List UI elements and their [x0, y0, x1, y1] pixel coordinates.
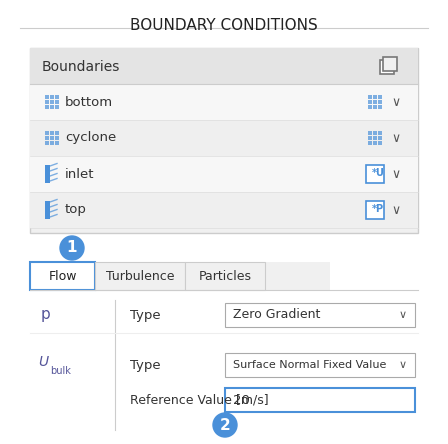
Bar	[225, 353, 415, 377]
Bar	[383, 57, 397, 71]
Text: ∨: ∨	[392, 95, 401, 108]
Bar	[45, 141, 48, 145]
Bar	[373, 141, 376, 145]
Text: bottom: bottom	[65, 95, 113, 108]
Bar	[50, 136, 53, 140]
Bar	[55, 105, 59, 109]
Bar	[50, 95, 53, 99]
Bar	[30, 156, 418, 192]
Text: top: top	[65, 203, 87, 217]
Text: ∨: ∨	[399, 360, 407, 370]
Bar	[225, 388, 415, 412]
Text: Surface Normal Fixed Value: Surface Normal Fixed Value	[233, 360, 386, 370]
Bar	[45, 165, 50, 183]
Text: U: U	[38, 355, 48, 369]
Bar	[225, 303, 415, 327]
Bar	[50, 141, 53, 145]
Text: 20: 20	[233, 393, 250, 407]
Text: Type: Type	[130, 309, 161, 321]
Bar	[373, 105, 376, 109]
Bar	[95, 262, 185, 290]
Text: Zero Gradient: Zero Gradient	[233, 309, 320, 321]
Bar	[55, 131, 59, 135]
Bar	[45, 131, 48, 135]
Bar	[378, 105, 382, 109]
FancyBboxPatch shape	[30, 48, 418, 233]
Bar	[30, 192, 418, 228]
Bar	[373, 100, 376, 104]
Bar	[378, 136, 382, 140]
Bar	[378, 131, 382, 135]
Text: Boundaries: Boundaries	[42, 60, 121, 74]
Text: Particles: Particles	[198, 270, 251, 282]
Bar	[368, 100, 371, 104]
Bar	[30, 262, 95, 290]
Text: Flow: Flow	[48, 270, 77, 282]
Bar	[55, 141, 59, 145]
Bar	[30, 120, 418, 156]
Bar	[368, 105, 371, 109]
Bar	[50, 131, 53, 135]
Bar	[55, 136, 59, 140]
Text: ∨: ∨	[399, 310, 407, 320]
Text: Type: Type	[130, 358, 161, 372]
Bar	[368, 141, 371, 145]
Bar	[50, 100, 53, 104]
Text: Reference Value [m/s]: Reference Value [m/s]	[130, 393, 269, 407]
Bar	[373, 95, 376, 99]
Text: inlet: inlet	[65, 167, 95, 181]
Circle shape	[213, 413, 237, 437]
Bar	[55, 100, 59, 104]
Text: cyclone: cyclone	[65, 131, 116, 144]
Bar	[366, 165, 384, 183]
Text: bulk: bulk	[50, 366, 71, 376]
Bar	[378, 95, 382, 99]
Bar	[380, 60, 394, 74]
Bar	[368, 95, 371, 99]
Bar	[45, 201, 50, 219]
Bar	[50, 105, 53, 109]
Text: ∨: ∨	[392, 203, 401, 217]
Bar	[45, 95, 48, 99]
Text: Turbulence: Turbulence	[106, 270, 174, 282]
Bar	[378, 100, 382, 104]
Bar	[45, 105, 48, 109]
Text: BOUNDARY CONDITIONS: BOUNDARY CONDITIONS	[130, 18, 318, 33]
Bar	[368, 136, 371, 140]
Text: *P: *P	[372, 204, 384, 214]
Bar	[368, 131, 371, 135]
Bar	[30, 48, 418, 84]
Text: ∨: ∨	[392, 167, 401, 181]
Bar	[185, 262, 265, 290]
Text: p: p	[40, 308, 50, 322]
Bar	[373, 131, 376, 135]
Bar	[366, 201, 384, 219]
Bar	[45, 100, 48, 104]
Text: 1: 1	[67, 241, 77, 255]
Bar	[378, 141, 382, 145]
Bar	[30, 84, 418, 120]
Bar	[55, 95, 59, 99]
Text: *U: *U	[372, 168, 385, 178]
Text: 2: 2	[220, 417, 230, 432]
Bar	[30, 262, 330, 290]
Bar	[373, 136, 376, 140]
Circle shape	[60, 236, 84, 260]
Text: ∨: ∨	[392, 131, 401, 144]
Bar	[45, 136, 48, 140]
